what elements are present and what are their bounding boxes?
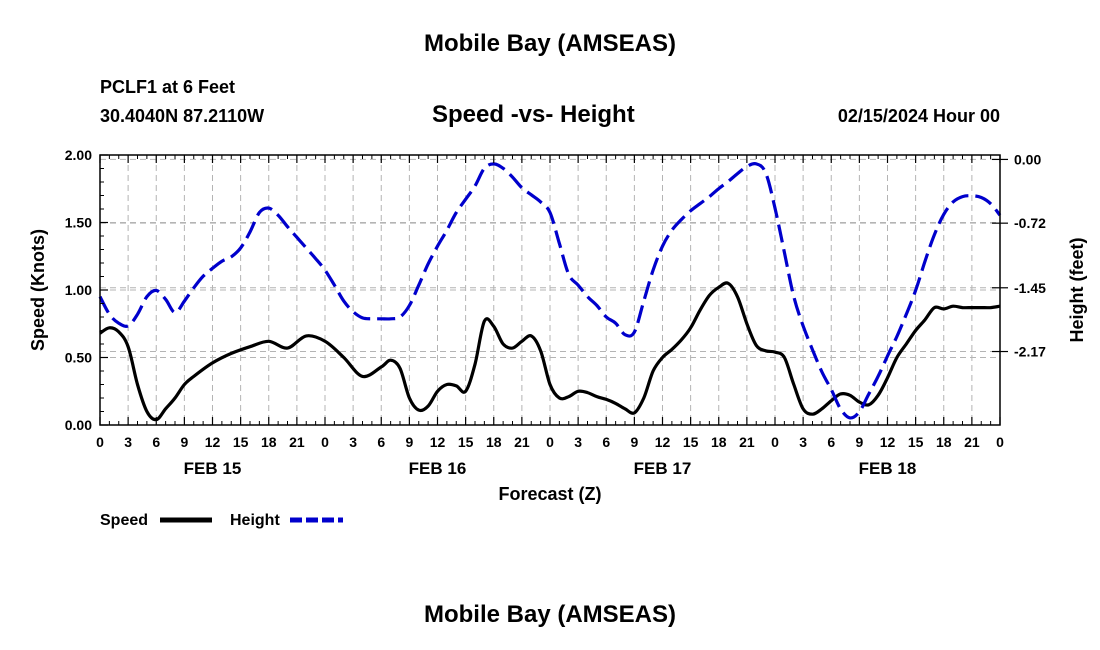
y-axis-title: Speed (Knots) (28, 229, 48, 351)
station-coordinates: 30.4040N 87.2110W (100, 106, 265, 126)
series-line-speed (99, 281, 1001, 422)
axes: 0 3 6 9 12 15 18 21 0 3 6 9 12 15 18 21 0 3 6 9 12 15 18 21 0 3 6 9… (65, 147, 1046, 478)
footer-title: Mobile Bay (AMSEAS) (423, 601, 677, 628)
x-tick-label: 3 (124, 434, 132, 450)
x-tick-label: 12 (205, 434, 221, 450)
x-tick-label: 18 (711, 434, 727, 450)
x-tick-label: 21 (514, 434, 530, 450)
y2-tick-label: 0.00 (1014, 151, 1041, 167)
date-label: FEB 18 (859, 459, 917, 478)
y2-tick-label: -0.72 (1014, 215, 1046, 231)
forecast-datetime: 02/15/2024 Hour 00 (837, 106, 1000, 126)
x-tick-label: 21 (289, 434, 305, 450)
x-tick-label: 6 (827, 434, 835, 450)
x-tick-label: 0 (771, 434, 779, 450)
y2-tick-label: -1.45 (1014, 280, 1046, 296)
x-tick-label: 21 (739, 434, 755, 450)
x-tick-label: 15 (683, 434, 699, 450)
x-tick-label: 0 (546, 434, 554, 450)
x-tick-label: 0 (321, 434, 329, 450)
y-tick-label: 1.00 (65, 282, 92, 298)
legend-speed-label: Speed (100, 512, 148, 529)
speed-height-chart: 0 3 6 9 12 15 18 21 0 3 6 9 12 15 18 21 0 3 6 9 12 15 18 21 0 3 6 9… (28, 147, 1087, 529)
series-line-height (98, 162, 1002, 420)
x-tick-label: 9 (630, 434, 638, 450)
data-series (98, 162, 1002, 422)
x-tick-label: 15 (458, 434, 474, 450)
date-label: FEB 15 (184, 459, 242, 478)
x-tick-label: 3 (574, 434, 582, 450)
x-tick-label: 12 (655, 434, 671, 450)
x-tick-label: 15 (908, 434, 924, 450)
x-tick-label: 0 (996, 434, 1004, 450)
legend-height-label: Height (230, 512, 280, 529)
x-axis-title: Forecast (Z) (498, 484, 601, 504)
legend: Speed Height (100, 512, 343, 529)
x-tick-label: 0 (96, 434, 104, 450)
x-tick-label: 15 (233, 434, 249, 450)
x-tick-label: 3 (349, 434, 357, 450)
y-tick-label: 0.50 (65, 350, 92, 366)
date-label: FEB 16 (409, 459, 467, 478)
x-tick-label: 21 (964, 434, 980, 450)
y2-axis-title: Height (feet) (1067, 238, 1087, 343)
x-tick-label: 12 (430, 434, 446, 450)
date-label: FEB 17 (634, 459, 692, 478)
x-tick-label: 6 (152, 434, 160, 450)
x-tick-label: 9 (405, 434, 413, 450)
chart-subtitle: Speed -vs- Height (432, 101, 635, 128)
chart-title: Mobile Bay (AMSEAS) (423, 30, 677, 57)
x-tick-label: 3 (799, 434, 807, 450)
x-tick-label: 6 (377, 434, 385, 450)
y-tick-label: 2.00 (65, 147, 92, 163)
x-tick-label: 18 (261, 434, 277, 450)
x-tick-label: 18 (936, 434, 952, 450)
x-tick-label: 12 (880, 434, 896, 450)
x-tick-label: 6 (602, 434, 610, 450)
x-tick-label: 18 (486, 434, 502, 450)
y2-tick-label: -2.17 (1014, 344, 1046, 360)
y-tick-label: 1.50 (65, 215, 92, 231)
y-tick-label: 0.00 (65, 417, 92, 433)
x-tick-label: 9 (855, 434, 863, 450)
station-label: PCLF1 at 6 Feet (100, 77, 236, 97)
x-tick-label: 9 (180, 434, 188, 450)
